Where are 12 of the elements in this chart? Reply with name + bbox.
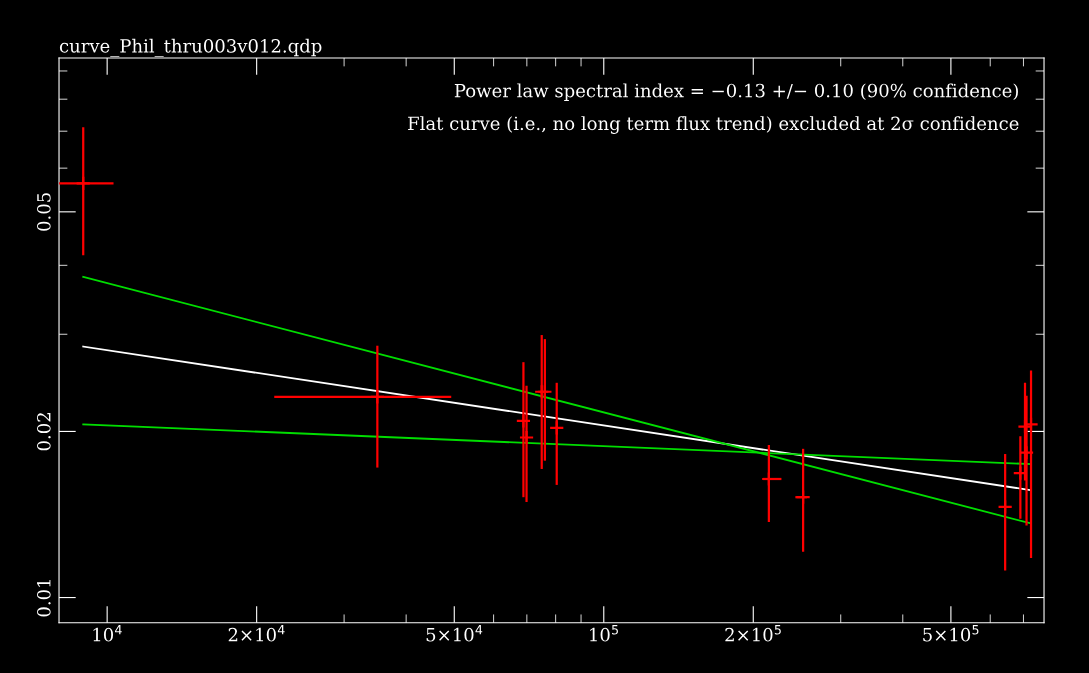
- x-tick-label: 2×10$^{5}$: [725, 625, 781, 642]
- y-tick-label: 0.05: [37, 193, 51, 231]
- annotation: Flat curve (i.e., no long term flux trend) excluded at 2σ confidence: [408, 116, 1019, 134]
- chart-title: curve_Phil_thru003v012.qdp: [59, 38, 322, 57]
- x-tick-label: 10$^{4}$: [93, 625, 122, 642]
- x-tick-label: 2×10$^{4}$: [228, 625, 285, 642]
- y-tick-label: 0.02: [37, 413, 51, 451]
- x-tick-label: 10$^{5}$: [590, 625, 618, 642]
- x-tick-label: 5×10$^{4}$: [426, 625, 483, 642]
- x-tick-label: 5×10$^{5}$: [923, 625, 979, 642]
- y-tick-label: 0.01: [37, 580, 51, 617]
- annotation: Power law spectral index = −0.13 +/− 0.10 (90% confidence): [454, 83, 1018, 101]
